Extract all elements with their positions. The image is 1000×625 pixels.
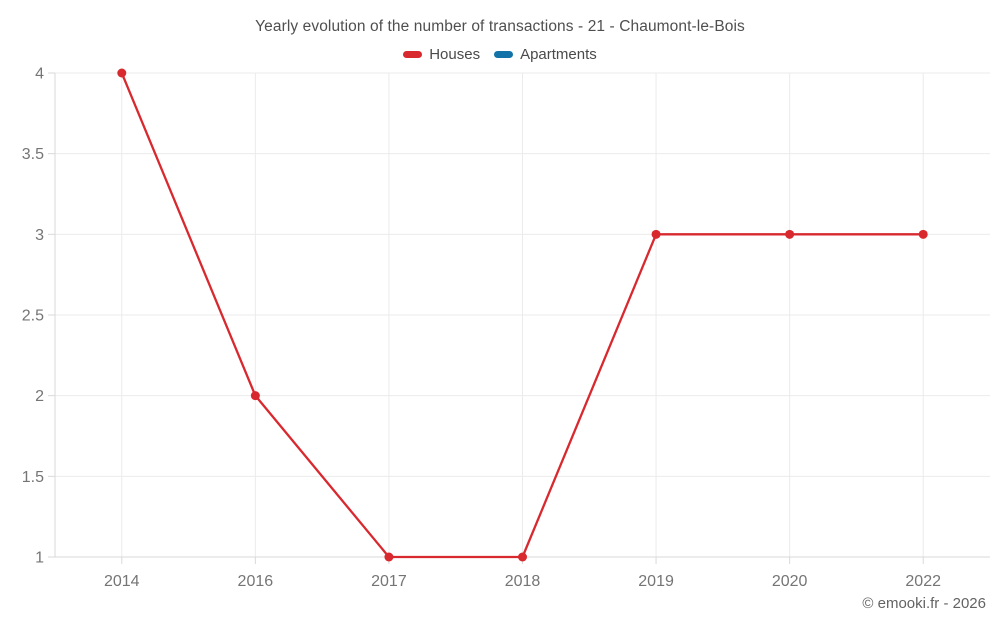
legend-label: Houses: [429, 46, 481, 63]
y-axis-label: 3: [35, 227, 44, 244]
x-axis-label: 2018: [505, 573, 541, 590]
data-point-houses-2014[interactable]: [117, 68, 127, 78]
chart-title: Yearly evolution of the number of transa…: [255, 18, 745, 35]
data-point-houses-2019[interactable]: [651, 229, 661, 239]
x-axis-label: 2019: [638, 573, 674, 590]
x-axis-label: 2014: [104, 573, 140, 590]
legend-item-houses[interactable]: Houses: [403, 46, 480, 63]
x-axis-label: 2017: [371, 573, 407, 590]
y-axis-label: 1.5: [22, 469, 44, 486]
data-point-houses-2020[interactable]: [785, 229, 795, 239]
y-axis-label: 2.5: [22, 308, 44, 325]
y-axis-label: 1: [35, 550, 44, 567]
y-axis-label: 3.5: [22, 146, 44, 163]
copyright: © emooki.fr - 2026: [862, 595, 986, 612]
data-point-houses-2016[interactable]: [250, 391, 260, 401]
x-axis-label: 2022: [905, 573, 941, 590]
y-axis-label: 2: [35, 388, 44, 405]
data-point-houses-2017[interactable]: [384, 552, 394, 562]
legend-swatch-apartments: [494, 51, 514, 58]
y-axis-label: 4: [35, 66, 44, 83]
x-axis-label: 2020: [772, 573, 808, 590]
legend-label: Apartments: [520, 46, 597, 63]
legend-item-apartments[interactable]: Apartments: [494, 46, 597, 63]
data-point-houses-2022[interactable]: [918, 229, 928, 239]
x-axis-label: 2016: [238, 573, 274, 590]
data-point-houses-2018[interactable]: [518, 552, 527, 562]
legend: Houses Apartments: [0, 46, 1000, 63]
legend-swatch-houses: [403, 51, 423, 58]
